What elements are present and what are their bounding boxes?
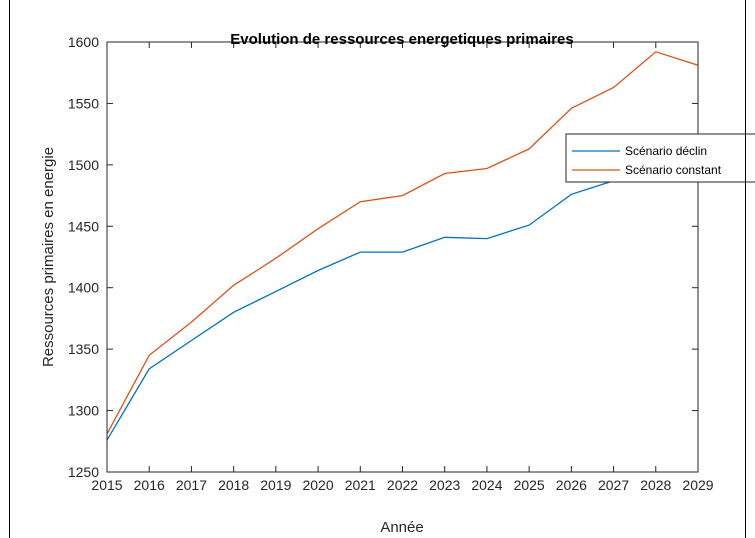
x-tick-label-2018: 2018 [218,477,249,493]
figure-frame-left [9,0,10,538]
y-tick-label-1400: 1400 [68,280,99,296]
x-tick-label-2015: 2015 [91,477,122,493]
series-line-declin [106,133,699,441]
x-tick-label-2016: 2016 [134,477,165,493]
x-tick-label-2023: 2023 [429,477,460,493]
x-tick-label-2027: 2027 [598,477,629,493]
x-tick-label-2020: 2020 [302,477,333,493]
x-tick-label-2017: 2017 [176,477,207,493]
y-tick-label-1350: 1350 [68,341,99,357]
series-layer [106,51,699,441]
x-tick-label-2024: 2024 [471,477,502,493]
chart-title: Evolution de ressources energetiques pri… [230,31,573,48]
x-tick-label-2022: 2022 [387,477,418,493]
legend[interactable]: Scénario déclin Scénario constant [565,133,755,183]
y-axis-label: Ressources primaires en energie [40,147,57,367]
x-tick-label-2021: 2021 [345,477,376,493]
legend-box [565,133,755,183]
y-tick-label-1250: 1250 [68,464,99,480]
y-tick-label-1550: 1550 [68,95,99,111]
x-tick-label-2029: 2029 [682,477,713,493]
y-tick-label-1300: 1300 [68,403,99,419]
x-axis-label: Année [380,519,423,536]
legend-label-declin: Scénario déclin [625,144,707,158]
y-tick-label-1500: 1500 [68,157,99,173]
x-tick-label-2028: 2028 [640,477,671,493]
x-tick-label-2026: 2026 [556,477,587,493]
tick-layer: 1250 1300 1350 1400 1450 1500 1550 1600 2015 2016… [68,34,714,493]
x-tick-label-2019: 2019 [260,477,291,493]
y-tick-label-1600: 1600 [68,34,99,50]
x-tick-label-2025: 2025 [514,477,545,493]
series-line-constant [106,51,699,435]
plot-area [107,42,698,472]
legend-label-constant: Scénario constant [625,163,722,177]
y-tick-label-1450: 1450 [68,218,99,234]
figure-frame-right [745,0,746,538]
